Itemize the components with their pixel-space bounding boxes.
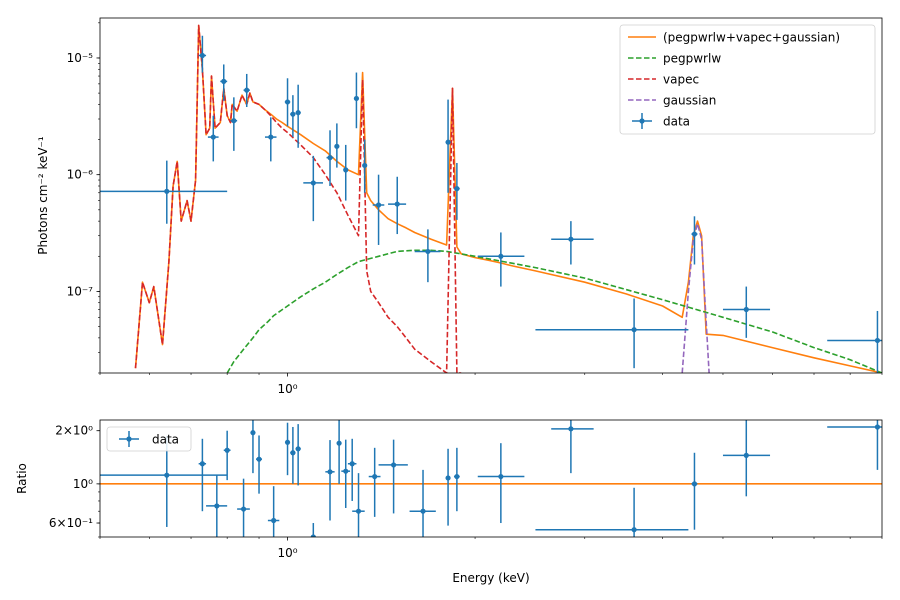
model-line-pegpwrlw: [226, 249, 882, 373]
ratio-data-point: [445, 475, 451, 481]
spectrum-data-point: [498, 253, 504, 259]
ratio-data-point: [310, 534, 316, 537]
spectrum-data-point: [353, 95, 360, 102]
spectrum-data-point: [221, 78, 227, 84]
ratio-data-point: [256, 456, 262, 462]
ratio-data-point: [295, 446, 301, 452]
model-line-vapec: [134, 24, 462, 373]
ratio-data-point: [199, 461, 205, 467]
legend-entry-label: data: [663, 115, 690, 129]
spectrum-data-point: [210, 134, 216, 140]
ratio-legend: [106, 426, 192, 452]
ratio-y-tick-label: 10⁰: [73, 477, 93, 491]
spectrum-data-point: [334, 143, 340, 149]
ratio-data-point: [349, 461, 355, 467]
spectrum-y-tick-label: 10⁻⁶: [67, 168, 94, 182]
spectrum-data-point: [874, 337, 881, 344]
spectrum-data-group: [100, 35, 882, 373]
ratio-data-point: [343, 468, 349, 474]
spectrum-x-tick-label: 10⁰: [277, 382, 297, 396]
ratio-data-point: [250, 430, 256, 436]
ratio-data-point: [271, 517, 277, 524]
ratio-data-point: [164, 472, 170, 478]
spectrum-data-point: [445, 139, 451, 145]
ratio-data-point: [336, 440, 342, 446]
ratio-data-point: [240, 506, 247, 512]
ratio-data-point: [743, 452, 749, 458]
spectrum-data-point: [454, 186, 460, 192]
ratio-data-point: [874, 424, 881, 430]
spectrum-data-point: [164, 188, 170, 194]
ratio-y-axis-label: Ratio: [15, 463, 29, 494]
ratio-data-point: [420, 508, 426, 514]
model-line-gaussian: [681, 222, 710, 373]
spectrum-data-point: [327, 155, 333, 161]
spectrum-lines-group: [134, 24, 882, 373]
spectrum-data-point: [343, 167, 349, 173]
model-line-total: [134, 24, 882, 373]
spectrum-data-point: [310, 180, 316, 186]
legend-entry-label: data: [152, 433, 179, 447]
spectrum-data-point: [284, 99, 291, 105]
ratio-data-point: [454, 473, 460, 480]
spectrum-data-point: [375, 202, 382, 208]
ratio-data-group: [100, 420, 882, 537]
spectrum-axes-frame: [99, 17, 883, 374]
spectrum-data-point: [295, 110, 301, 116]
ratio-data-point: [214, 503, 220, 509]
legend-entry-label: (pegpwrlw+vapec+gaussian): [663, 31, 840, 45]
spectrum-y-axis-label: Photons cm⁻² keV⁻¹: [36, 136, 50, 255]
spectrum-legend: [619, 24, 876, 135]
spectrum-data-point: [568, 236, 574, 242]
ratio-data-point: [568, 426, 574, 432]
ratio-data-point: [327, 469, 333, 475]
legend-entry-label: gaussian: [663, 94, 716, 108]
ratio-y-tick-label: 2×10⁰: [55, 424, 93, 438]
ratio-data-point: [691, 481, 698, 487]
legend-entry-label: vapec: [663, 73, 699, 87]
ratio-data-point: [355, 508, 362, 514]
spectrum-data-point: [631, 327, 637, 333]
spectrum-data-point: [425, 248, 431, 255]
legend-entry-label: pegpwrlw: [663, 52, 721, 66]
ratio-data-point: [224, 447, 230, 453]
ratio-y-tick-label: 6×10⁻¹: [49, 516, 93, 530]
ratio-data-point: [284, 439, 291, 445]
spectrum-y-tick-label: 10⁻⁵: [67, 51, 94, 65]
spectrum-data-point: [290, 111, 296, 117]
ratio-data-point: [498, 473, 504, 480]
spectrum-data-point: [244, 87, 250, 93]
ratio-data-point: [631, 527, 637, 533]
legend-swatch: [639, 118, 645, 124]
ratio-data-point: [391, 462, 397, 468]
legend-swatch: [126, 436, 132, 442]
spectrum-data-point: [743, 306, 749, 313]
spectrum-data-point: [691, 231, 698, 237]
spectrum-data-point: [394, 201, 400, 207]
ratio-data-point: [372, 473, 378, 480]
spectrum-data-point: [199, 52, 205, 59]
ratio-data-point: [290, 450, 296, 456]
spectrum-y-tick-label: 10⁻⁷: [67, 284, 94, 298]
ratio-x-tick-label: 10⁰: [277, 546, 297, 560]
spectrum-data-point: [362, 162, 368, 169]
spectrum-data-point: [231, 118, 237, 124]
spectrum-data-point: [268, 134, 274, 140]
ratio-axes-frame: [99, 419, 883, 538]
x-axis-label: Energy (keV): [452, 571, 529, 585]
